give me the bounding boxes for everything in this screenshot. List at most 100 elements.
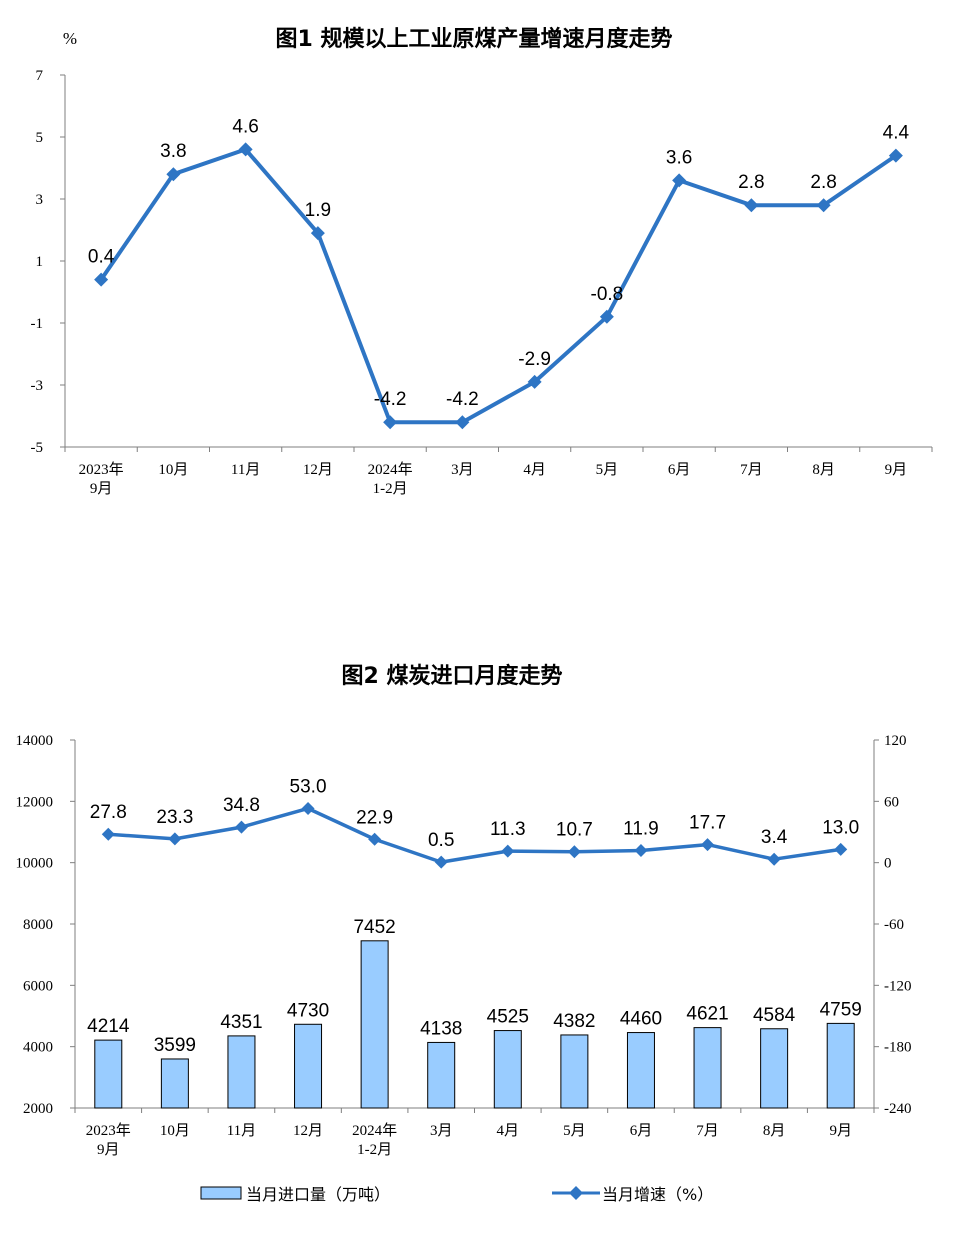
chart-2-growth-marker xyxy=(301,801,315,815)
chart-1-title: 图1 规模以上工业原煤产量增速月度走势 xyxy=(276,26,673,52)
chart-2-growth-label: 27.8 xyxy=(90,802,127,823)
chart-1-series-line xyxy=(99,147,898,425)
chart-1-point-marker xyxy=(166,167,181,182)
chart-1-data-label: -0.8 xyxy=(591,284,624,305)
chart-2-growth-marker xyxy=(234,820,248,834)
chart-2-growth-label: 13.0 xyxy=(822,817,859,838)
chart-2-growth-marker xyxy=(767,852,781,866)
chart-2-x-tick-label: 9月 xyxy=(829,1123,852,1139)
chart-2-growth-label: 3.4 xyxy=(761,827,788,848)
chart-2-title: 图2 煤炭进口月度走势 xyxy=(342,663,563,689)
chart-1-point-marker xyxy=(455,415,470,430)
chart-2-growth-marker xyxy=(834,842,848,856)
chart-2-growth-marker xyxy=(501,844,515,858)
chart-2-bar-label: 4759 xyxy=(820,999,862,1020)
chart-2-growth-label: 0.5 xyxy=(428,830,454,851)
chart-2-x-tick-label: 4月 xyxy=(497,1123,520,1139)
chart-2-bar-label: 4214 xyxy=(87,1016,130,1037)
chart-2-x-tick-label: 10月 xyxy=(160,1123,190,1139)
chart-1-x-tick-label: 5月 xyxy=(596,462,619,478)
chart-2-bar xyxy=(427,1041,456,1109)
chart-1-x-tick-label: 10月 xyxy=(158,462,188,478)
chart-2-left-tick-label: 10000 xyxy=(16,856,54,872)
chart-1-x-tick-label: 11月 xyxy=(231,462,260,478)
chart-2-bar-label: 4382 xyxy=(553,1011,595,1032)
chart-1-x-tick-label: 6月 xyxy=(668,462,691,478)
chart-1-x-tick-label: 12月 xyxy=(303,462,333,478)
chart-2-bar-label: 4351 xyxy=(220,1012,262,1033)
chart-2-bar xyxy=(560,1034,589,1109)
chart-2-x-tick-label: 3月 xyxy=(430,1123,453,1139)
chart-2-right-tick-label: 120 xyxy=(884,733,907,749)
chart-2-growth-marker xyxy=(567,845,581,859)
chart-2-growth-label: 17.7 xyxy=(689,813,726,834)
chart-2-growth-marker xyxy=(168,832,182,846)
chart-2: 图2 煤炭进口月度走势 14000 12000 10000 8000 6000 4000 2… xyxy=(16,663,912,1158)
chart-1-x-tick-label: 8月 xyxy=(812,462,835,478)
chart-1-point-marker xyxy=(744,198,759,213)
chart-1-point-marker xyxy=(599,309,614,324)
chart-2-growth-line xyxy=(108,806,841,864)
chart-2-bar xyxy=(493,1030,522,1109)
chart-2-bar xyxy=(826,1022,855,1109)
chart-2-x-tick-label: 11月 xyxy=(227,1123,256,1139)
legend-bar-swatch xyxy=(200,1186,242,1200)
chart-1-x-tick-label: 3月 xyxy=(451,462,474,478)
chart-1-y-tick-label: 7 xyxy=(36,68,44,84)
chart-2-right-tick-label: 0 xyxy=(884,856,892,872)
chart-1-point-marker xyxy=(816,198,831,213)
chart-1-data-label: 3.8 xyxy=(160,141,186,162)
chart-1-x-tick-label: 9月 xyxy=(885,462,908,478)
chart-1: 图1 规模以上工业原煤产量增速月度走势 % 7 5 3 1 -1 -3 -5 2023年 9月 1… xyxy=(31,26,933,497)
legend-bar-label: 当月进口量（万吨） xyxy=(246,1185,390,1204)
chart-1-y-tick-label: 5 xyxy=(36,130,44,146)
chart-2-left-tick-label: 14000 xyxy=(16,733,54,749)
chart-1-y-tick-label: -1 xyxy=(31,316,44,332)
chart-2-bar-label: 4584 xyxy=(753,1005,796,1026)
chart-1-y-unit: % xyxy=(63,29,77,48)
chart-2-legend: 当月进口量（万吨） 当月增速（%） xyxy=(200,1185,713,1204)
chart-2-bar xyxy=(227,1035,256,1109)
chart-1-x-tick-label: 2023年 9月 xyxy=(79,461,124,497)
chart-2-bar-label: 7452 xyxy=(353,917,395,938)
chart-1-y-tick-label: -3 xyxy=(31,378,44,394)
chart-2-growth-label: 23.3 xyxy=(156,807,193,828)
chart-1-data-label: -4.2 xyxy=(446,389,479,410)
chart-2-growth-label: 10.7 xyxy=(556,820,593,841)
chart-2-left-tick-label: 12000 xyxy=(16,794,54,810)
chart-1-data-label: 4.4 xyxy=(883,123,910,144)
chart-1-data-label: 4.6 xyxy=(232,116,258,137)
chart-1-point-marker xyxy=(527,374,542,389)
chart-2-right-tick-label: -60 xyxy=(884,917,904,933)
chart-2-right-tick-label: -120 xyxy=(884,978,912,994)
chart-1-point-marker xyxy=(310,226,325,241)
chart-2-growth-marker xyxy=(701,838,715,852)
chart-1-x-tick-label: 4月 xyxy=(523,462,546,478)
chart-2-right-tick-label: -180 xyxy=(884,1040,912,1056)
chart-1-y-tick-label: -5 xyxy=(31,440,44,456)
chart-1-data-label: 2.8 xyxy=(738,172,764,193)
chart-2-x-tick-label: 6月 xyxy=(630,1123,653,1139)
chart-2-right-tick-label: -240 xyxy=(884,1101,912,1117)
chart-2-x-tick-label: 5月 xyxy=(563,1123,586,1139)
chart-2-growth-label: 22.9 xyxy=(356,807,393,828)
chart-2-bar xyxy=(693,1027,722,1109)
chart-1-point-marker xyxy=(672,173,687,188)
chart-1-data-label: 1.9 xyxy=(305,200,331,221)
chart-2-bar-label: 3599 xyxy=(154,1035,196,1056)
chart-1-x-tick-label: 7月 xyxy=(740,462,763,478)
chart-2-bar-label: 4621 xyxy=(686,1004,728,1025)
chart-2-growth-label: 11.3 xyxy=(490,819,526,840)
chart-2-growth-label: 53.0 xyxy=(290,776,327,797)
chart-2-bar xyxy=(760,1028,789,1109)
chart-2-x-tick-label: 2023年 9月 xyxy=(86,1122,131,1158)
chart-2-left-tick-label: 2000 xyxy=(23,1101,53,1117)
chart-1-data-label: -2.9 xyxy=(518,349,551,370)
chart-2-bar xyxy=(160,1058,189,1109)
chart-2-growth-label: 34.8 xyxy=(223,795,260,816)
chart-2-bar-label: 4138 xyxy=(420,1018,462,1039)
chart-2-bar xyxy=(626,1032,655,1109)
chart-2-left-tick-label: 8000 xyxy=(23,917,53,933)
chart-1-y-tick-label: 1 xyxy=(36,254,44,270)
